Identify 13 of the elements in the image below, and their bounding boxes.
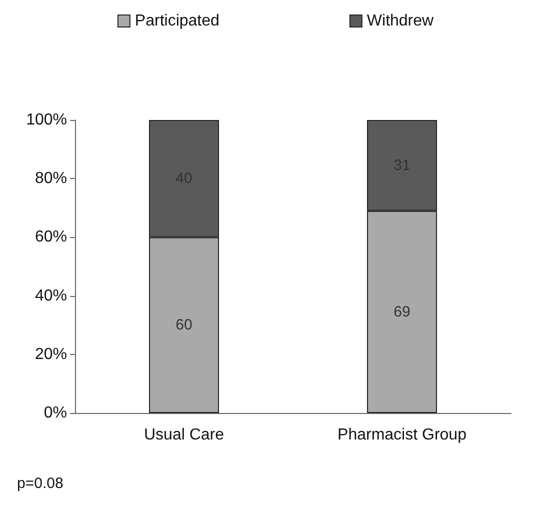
- y-tick-label: 20%: [34, 346, 67, 363]
- legend-label: Participated: [134, 12, 220, 30]
- y-tick-label: 100%: [26, 112, 67, 128]
- y-tick-label: 40%: [34, 287, 67, 304]
- y-tick-label: 60%: [34, 228, 67, 246]
- legend-label: Withdrew: [366, 12, 434, 30]
- y-tick-label: 0%: [44, 404, 67, 422]
- text: p=0.08: [17, 475, 64, 492]
- y-tick-label: 80%: [34, 170, 67, 188]
- data-label: 69: [394, 303, 410, 320]
- data-label: 60: [176, 316, 192, 334]
- x-tick-label: Usual Care: [144, 426, 224, 444]
- x-tick-label: Pharmacist Group: [338, 426, 467, 444]
